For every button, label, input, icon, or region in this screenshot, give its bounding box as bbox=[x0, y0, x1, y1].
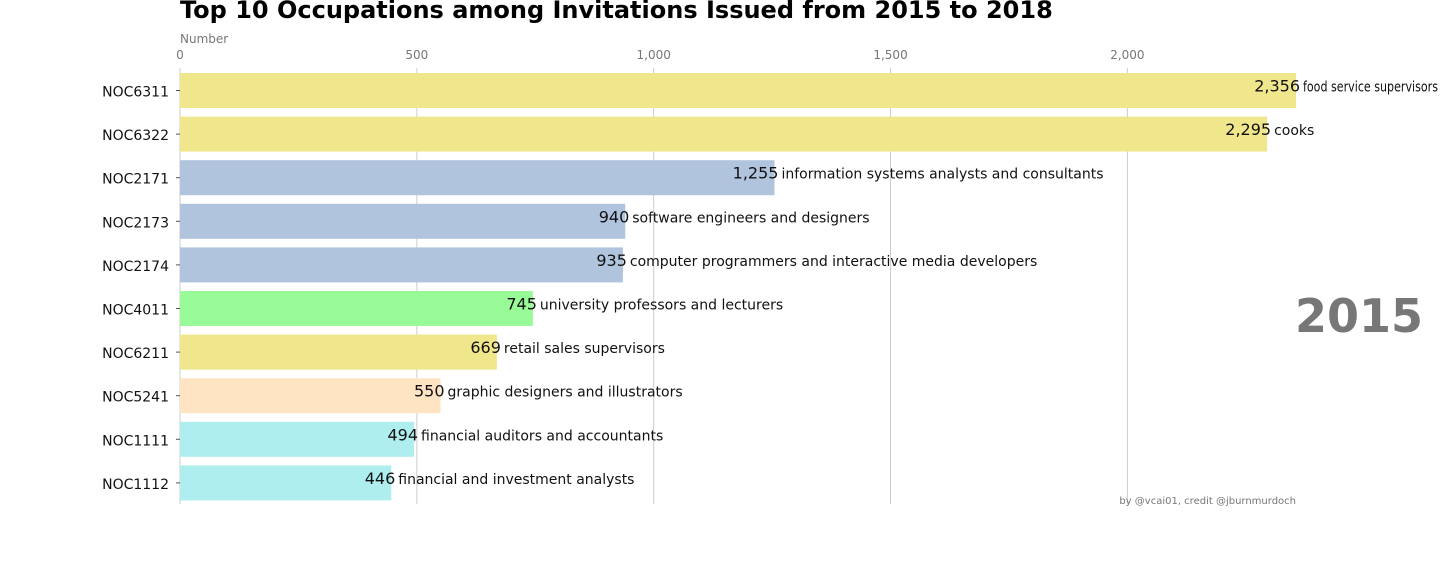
bar bbox=[180, 291, 533, 326]
bar bbox=[180, 247, 623, 283]
bars bbox=[176, 73, 1296, 501]
bar-value-label: 745 bbox=[506, 295, 537, 314]
bar-value-label: 446 bbox=[365, 469, 396, 488]
bar bbox=[180, 334, 497, 370]
bar-value-label: 2,356 bbox=[1254, 77, 1300, 96]
y-tick-label: NOC1112 bbox=[102, 477, 169, 493]
bar bbox=[180, 465, 392, 501]
bar-description-label: information systems analysts and consult… bbox=[781, 167, 1103, 183]
bar-description-label: financial auditors and accountants bbox=[421, 428, 663, 444]
bar-labels: NOC6311 2,356 food service supervisors NOC6… bbox=[102, 77, 1438, 493]
y-tick-label: NOC6322 bbox=[102, 128, 169, 144]
bar-value-label: 935 bbox=[596, 251, 627, 270]
x-tick-label: 1,000 bbox=[637, 48, 671, 62]
bar-description-label: computer programmers and interactive med… bbox=[630, 254, 1037, 270]
bar-description-label: software engineers and designers bbox=[632, 210, 869, 226]
chart-title: Top 10 Occupations among Invitations Iss… bbox=[180, 0, 1053, 24]
y-tick-label: NOC2174 bbox=[102, 259, 169, 275]
x-axis-ticks: 0 500 1,000 1,500 2,000 bbox=[176, 48, 1144, 62]
bar-description-label: cooks bbox=[1274, 123, 1314, 139]
bar-description-label: food service supervisors bbox=[1303, 80, 1438, 96]
y-tick-label: NOC6311 bbox=[102, 85, 169, 101]
bar-description-label: retail sales supervisors bbox=[504, 341, 665, 357]
y-tick-label: NOC2171 bbox=[102, 172, 169, 188]
y-tick-label: NOC1111 bbox=[102, 433, 169, 449]
bar-value-label: 669 bbox=[470, 338, 501, 357]
bar bbox=[180, 116, 1268, 152]
bar bbox=[180, 203, 626, 239]
bar-value-label: 1,255 bbox=[733, 164, 779, 183]
y-tick-label: NOC4011 bbox=[102, 303, 169, 319]
y-tick-label: NOC6211 bbox=[102, 346, 169, 362]
x-tick-label: 0 bbox=[176, 48, 184, 62]
bar bbox=[180, 378, 441, 414]
bar bbox=[180, 160, 775, 196]
y-tick-label: NOC5241 bbox=[102, 390, 169, 406]
y-tick-label: NOC2173 bbox=[102, 215, 169, 231]
credit-label: by @vcai01, credit @jburnmurdoch bbox=[1119, 496, 1296, 507]
x-axis-label: Number bbox=[180, 32, 228, 46]
bar bbox=[180, 421, 414, 457]
x-tick-label: 2,000 bbox=[1110, 48, 1144, 62]
bar-description-label: financial and investment analysts bbox=[398, 472, 634, 488]
x-tick-label: 1,500 bbox=[873, 48, 907, 62]
bar-value-label: 940 bbox=[599, 207, 630, 226]
bar bbox=[180, 73, 1296, 108]
bar-value-label: 494 bbox=[387, 425, 418, 444]
year-label: 2015 bbox=[1295, 289, 1423, 343]
bar-value-label: 2,295 bbox=[1225, 120, 1271, 139]
bar-value-label: 550 bbox=[414, 382, 445, 401]
bar-description-label: university professors and lecturers bbox=[540, 298, 783, 314]
bar-description-label: graphic designers and illustrators bbox=[448, 385, 683, 401]
x-tick-label: 500 bbox=[405, 48, 428, 62]
